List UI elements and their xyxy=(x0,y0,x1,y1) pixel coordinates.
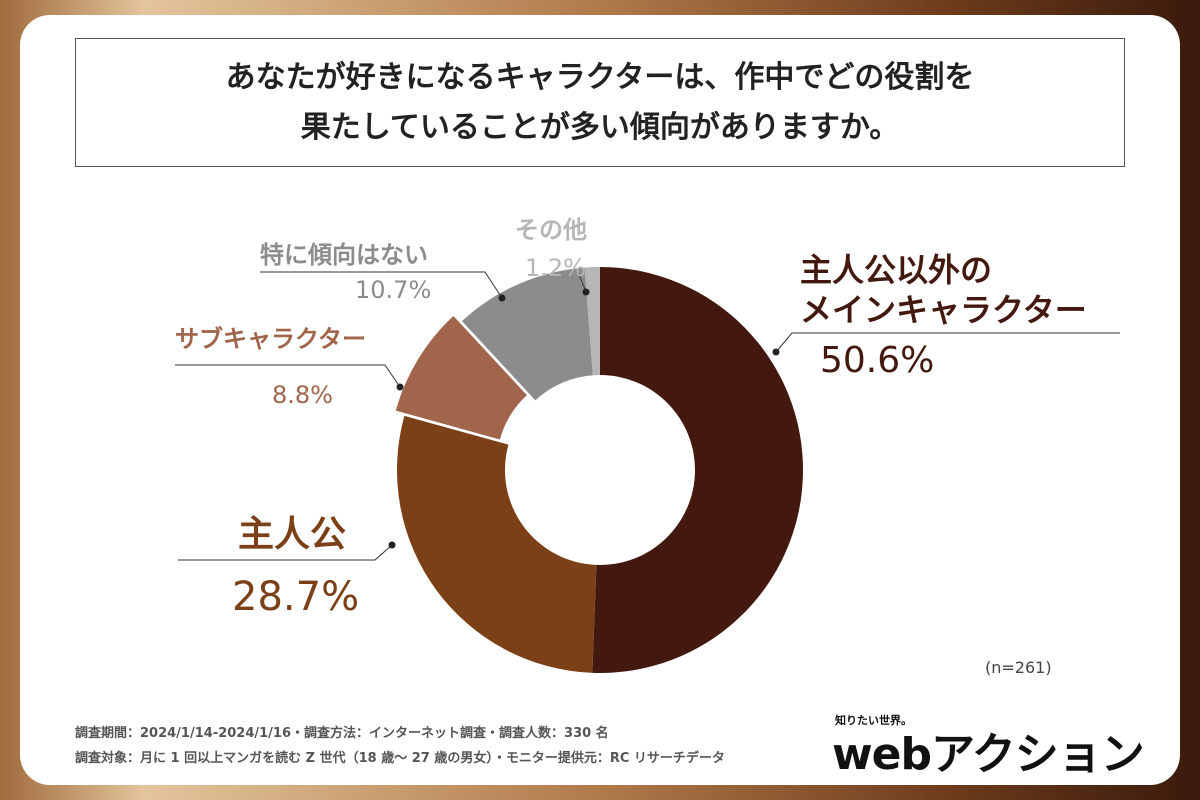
leader-dot xyxy=(772,348,780,356)
category-label: 特に傾向はない xyxy=(260,241,428,269)
chart-title: あなたが好きになるキャラクターは、作中でどの役割を 果たしていることが多い傾向が… xyxy=(75,38,1125,167)
value-label: 8.8% xyxy=(272,381,333,409)
donut-slice xyxy=(395,315,527,440)
leader-line xyxy=(175,364,401,388)
leader-line xyxy=(178,544,393,561)
leader-line xyxy=(260,271,503,299)
donut-slice xyxy=(397,415,597,673)
value-label: 1.2% xyxy=(525,254,586,282)
value-label: 50.6% xyxy=(820,340,935,381)
leader-dot xyxy=(396,383,404,391)
category-label: 主人公 xyxy=(238,514,347,555)
leader-dot xyxy=(582,288,590,296)
donut-slice xyxy=(461,267,593,401)
leader-dot xyxy=(388,541,396,549)
sample-size: (n=261) xyxy=(985,658,1052,677)
footnote: 調査対象：月に 1 回以上マンガを読む Z 世代（18 歳〜 27 歳の男女）・… xyxy=(75,751,725,766)
logo-tagline: 知りたい世界。 xyxy=(835,714,912,727)
leader-line xyxy=(775,332,1120,353)
donut-slice xyxy=(592,267,803,673)
logo: webアクション xyxy=(832,729,1145,780)
category-label: 主人公以外の メインキャラクター xyxy=(800,251,1087,329)
category-label: サブキャラクター xyxy=(175,325,367,353)
category-label: その他 xyxy=(515,216,587,244)
leader-dot xyxy=(498,294,506,302)
value-label: 10.7% xyxy=(355,276,432,304)
value-label: 28.7% xyxy=(232,574,360,620)
leader-line xyxy=(577,271,587,293)
footnote: 調査期間：2024/1/14-2024/1/16・調査方法：インターネット調査・… xyxy=(75,726,609,741)
